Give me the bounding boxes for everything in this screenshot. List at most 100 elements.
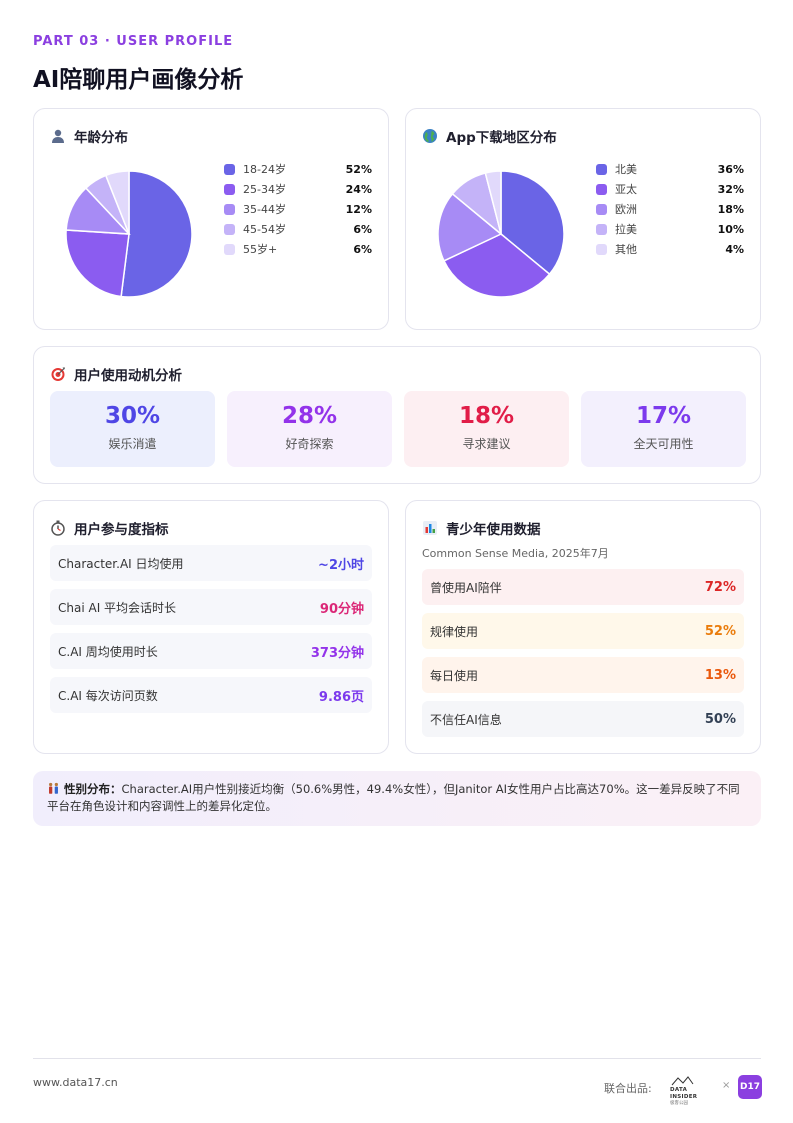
motive-label: 寻求建议 bbox=[462, 437, 511, 451]
region-card: App下载地区分布 北美 36% 亚太 32% 欧洲 18% 拉美 10% 其他 4% bbox=[405, 108, 761, 330]
age-legend-label: 25-34岁 bbox=[243, 183, 286, 196]
region-legend-label: 北美 bbox=[615, 163, 637, 176]
region-pie-chart bbox=[437, 170, 565, 298]
region-legend-label: 欧洲 bbox=[615, 203, 637, 216]
engagement-card: 用户参与度指标 Character.AI 日均使用 ~2小时 Chai AI 平… bbox=[33, 500, 389, 754]
region-legend-label: 其他 bbox=[615, 243, 637, 256]
motive-value: 17% bbox=[635, 403, 692, 429]
teen-label: 曾使用AI陪伴 bbox=[430, 580, 502, 595]
age-legend-item: 18-24岁 52% bbox=[224, 159, 372, 179]
engagement-label: Chai AI 平均会话时长 bbox=[58, 600, 177, 615]
age-legend-value: 6% bbox=[353, 242, 372, 256]
region-legend: 北美 36% 亚太 32% 欧洲 18% 拉美 10% 其他 4% bbox=[596, 159, 744, 259]
banner-text: Character.AI用户性别接近均衡（50.6%男性，49.4%女性），但J… bbox=[47, 782, 740, 813]
age-pie-slice bbox=[120, 170, 193, 298]
age-legend-swatch bbox=[224, 163, 235, 175]
engagement-row: Chai AI 平均会话时长 90分钟 bbox=[50, 589, 372, 625]
couple-icon bbox=[49, 782, 58, 794]
engagement-label: C.AI 周均使用时长 bbox=[58, 644, 158, 659]
motive-tile: 28% 好奇探索 bbox=[227, 391, 392, 467]
part-label: PART 03 · USER PROFILE bbox=[33, 34, 234, 49]
engagement-label: C.AI 每次访问页数 bbox=[58, 688, 158, 703]
engagement-row: C.AI 每次访问页数 9.86页 bbox=[50, 677, 372, 713]
engagement-row: C.AI 周均使用时长 373分钟 bbox=[50, 633, 372, 669]
engagement-value: 9.86页 bbox=[318, 689, 364, 705]
age-legend-item: 55岁+ 6% bbox=[224, 239, 372, 259]
person-icon bbox=[52, 129, 64, 143]
data-insider-logo-sub: 极客公园 bbox=[670, 1101, 688, 1106]
data-insider-logo: DATA INSIDER 极客公园 bbox=[670, 1075, 716, 1106]
age-legend-swatch bbox=[224, 243, 235, 255]
engagement-value: ~2小时 bbox=[318, 557, 364, 573]
age-pie-slice bbox=[104, 170, 130, 235]
teen-row: 每日使用 13% bbox=[422, 657, 744, 693]
age-legend-swatch bbox=[224, 203, 235, 215]
d17-logo: D17 bbox=[738, 1075, 762, 1099]
age-legend: 18-24岁 52% 25-34岁 24% 35-44岁 12% 45-54岁 6% 55岁+ 6… bbox=[224, 159, 372, 259]
region-legend-value: 10% bbox=[717, 222, 744, 236]
teen-label: 规律使用 bbox=[430, 624, 479, 639]
bar-chart-icon bbox=[423, 521, 437, 535]
engagement-label: Character.AI 日均使用 bbox=[58, 556, 184, 571]
banner-lead: 性别分布： bbox=[64, 782, 122, 796]
motive-tile: 18% 寻求建议 bbox=[404, 391, 569, 467]
age-pie-slice bbox=[65, 229, 130, 298]
region-legend-value: 36% bbox=[717, 162, 744, 176]
teen-value: 13% bbox=[704, 667, 736, 683]
region-legend-swatch bbox=[596, 183, 607, 195]
motive-label: 全天可用性 bbox=[633, 437, 694, 451]
age-legend-value: 6% bbox=[353, 222, 372, 236]
motive-value: 28% bbox=[281, 403, 338, 429]
motive-tile: 17% 全天可用性 bbox=[581, 391, 746, 467]
region-legend-item: 北美 36% bbox=[596, 159, 744, 179]
region-legend-item: 欧洲 18% bbox=[596, 199, 744, 219]
teen-value: 50% bbox=[704, 711, 736, 727]
engagement-value: 90分钟 bbox=[319, 601, 364, 617]
page-title: AI陪聊用户画像分析 bbox=[33, 67, 244, 93]
teen-row: 曾使用AI陪伴 72% bbox=[422, 569, 744, 605]
teen-value: 52% bbox=[704, 623, 736, 639]
age-legend-item: 35-44岁 12% bbox=[224, 199, 372, 219]
region-legend-swatch bbox=[596, 203, 607, 215]
motive-value: 30% bbox=[104, 403, 161, 429]
data-insider-logo-text: DATA INSIDER bbox=[670, 1087, 698, 1100]
age-legend-swatch bbox=[224, 223, 235, 235]
region-legend-value: 18% bbox=[717, 202, 744, 216]
region-pie-slice bbox=[437, 192, 503, 262]
region-pie-slice bbox=[484, 170, 502, 235]
teen-card: 青少年使用数据 Common Sense Media, 2025年7月 曾使用A… bbox=[405, 500, 761, 754]
motive-value: 18% bbox=[458, 403, 515, 429]
teen-label: 不信任AI信息 bbox=[430, 712, 502, 727]
footer-separator: × bbox=[722, 1080, 731, 1091]
teen-value: 72% bbox=[704, 579, 736, 595]
motivation-card-title: 用户使用动机分析 bbox=[74, 368, 182, 384]
age-legend-label: 45-54岁 bbox=[243, 223, 286, 236]
region-legend-label: 亚太 bbox=[615, 183, 637, 196]
age-legend-swatch bbox=[224, 183, 235, 195]
footer-divider bbox=[33, 1058, 761, 1059]
age-card: 年龄分布 18-24岁 52% 25-34岁 24% 35-44岁 12% 45-54岁 6%… bbox=[33, 108, 389, 330]
motive-label: 好奇探索 bbox=[285, 437, 334, 451]
teen-row: 规律使用 52% bbox=[422, 613, 744, 649]
region-legend-swatch bbox=[596, 243, 607, 255]
footer-site-link[interactable]: www.data17.cn bbox=[33, 1076, 118, 1089]
engagement-value: 373分钟 bbox=[310, 645, 364, 661]
region-pie-slice bbox=[442, 233, 551, 298]
engagement-row: Character.AI 日均使用 ~2小时 bbox=[50, 545, 372, 581]
age-legend-label: 55岁+ bbox=[243, 243, 278, 256]
globe-icon bbox=[423, 129, 437, 143]
age-legend-value: 12% bbox=[345, 202, 372, 216]
age-legend-item: 25-34岁 24% bbox=[224, 179, 372, 199]
teen-label: 每日使用 bbox=[430, 668, 479, 683]
region-legend-swatch bbox=[596, 163, 607, 175]
teen-card-title: 青少年使用数据 bbox=[446, 522, 541, 538]
region-card-title: App下载地区分布 bbox=[446, 130, 557, 146]
footer-joint-label: 联合出品: bbox=[604, 1082, 652, 1095]
region-legend-swatch bbox=[596, 223, 607, 235]
gender-banner: 性别分布：Character.AI用户性别接近均衡（50.6%男性，49.4%女… bbox=[33, 771, 761, 826]
region-legend-item: 拉美 10% bbox=[596, 219, 744, 239]
teen-row: 不信任AI信息 50% bbox=[422, 701, 744, 737]
age-legend-value: 24% bbox=[345, 182, 372, 196]
motive-tile: 30% 娱乐消遣 bbox=[50, 391, 215, 467]
motive-label: 娱乐消遣 bbox=[108, 437, 157, 451]
